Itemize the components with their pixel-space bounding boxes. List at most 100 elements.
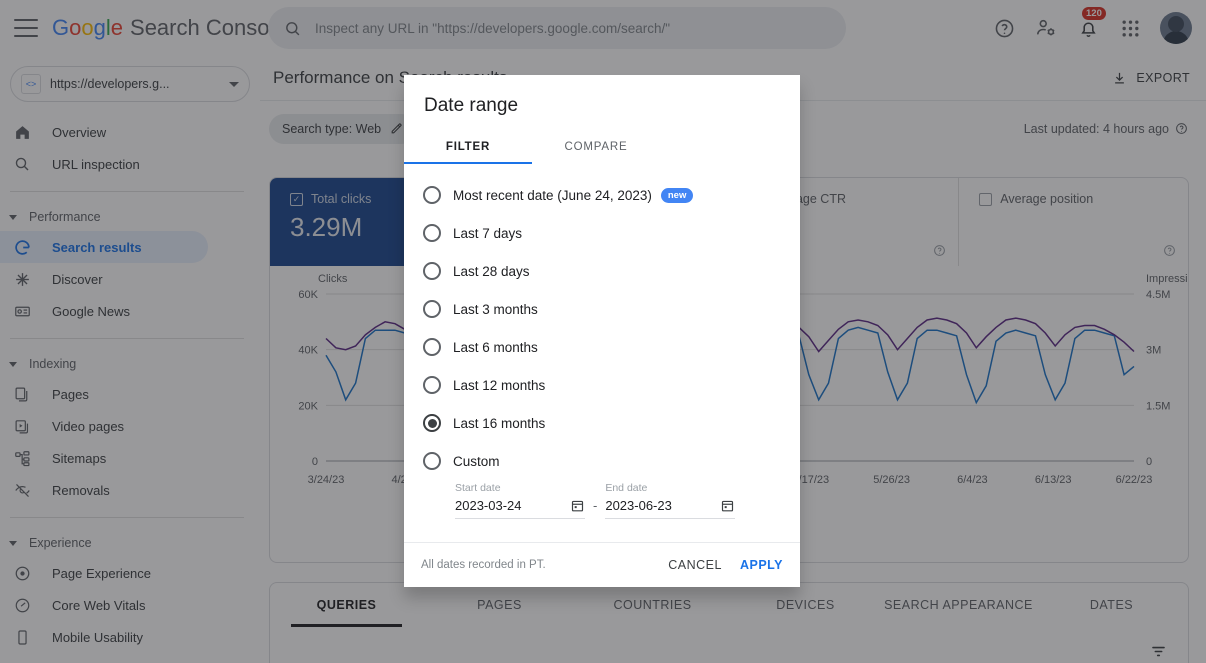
sidebar-item-discover[interactable]: Discover [0, 263, 208, 295]
start-date-field[interactable]: Start date 2023-03-24 [455, 482, 585, 519]
date-option-label: Last 16 months [453, 415, 546, 431]
calendar-icon[interactable] [570, 498, 585, 513]
radio-icon[interactable] [423, 224, 441, 242]
sidebar-item-label: HTTPS [52, 662, 95, 663]
date-option-label: Last 3 months [453, 301, 538, 317]
calendar-icon[interactable] [720, 498, 735, 513]
pencil-icon [390, 122, 403, 135]
dialog-footer: All dates recorded in PT. CANCEL APPLY [404, 542, 800, 587]
property-selector[interactable]: <> https://developers.g... [10, 66, 250, 102]
date-option-last-12-months[interactable]: Last 12 months [404, 366, 800, 404]
metric-label-row: ✓ Total clicks [290, 192, 499, 206]
end-date-field[interactable]: End date 2023-06-23 [605, 482, 736, 519]
search-type-chip[interactable]: Search type: Web [269, 113, 417, 144]
sidebar-item-removals[interactable]: Removals [0, 474, 208, 506]
date-option-label: Most recent date (June 24, 2023) [453, 187, 652, 203]
google-news-icon [12, 301, 32, 321]
download-icon [1112, 71, 1127, 86]
sidebar-group-indexing[interactable]: Indexing [0, 350, 260, 378]
help-circle-icon[interactable] [1163, 244, 1176, 257]
tab-countries[interactable]: COUNTRIES [576, 583, 729, 627]
sidebar-item-label: Pages [52, 386, 89, 402]
table-toolbar [269, 627, 1189, 663]
radio-icon[interactable] [423, 452, 441, 470]
dialog-tab-compare[interactable]: COMPARE [532, 129, 660, 164]
sidebar-divider [10, 338, 244, 339]
url-inspection-search-box[interactable]: Inspect any URL in "https://developers.g… [268, 7, 846, 49]
sidebar-item-label: URL inspection [52, 156, 140, 172]
sidebar-item-pages[interactable]: Pages [0, 378, 208, 410]
sidebar-item-search-results[interactable]: Search results [0, 231, 208, 263]
export-button[interactable]: EXPORT [1112, 71, 1190, 86]
svg-text:Clicks: Clicks [318, 273, 348, 285]
property-code-icon: <> [21, 74, 41, 94]
help-circle-icon[interactable] [933, 244, 946, 257]
radio-icon[interactable] [423, 300, 441, 318]
sidebar-item-label: Search results [52, 239, 142, 255]
removals-eye-off-icon [12, 480, 32, 500]
dialog-header: Date range FILTER COMPARE [404, 75, 800, 164]
svg-text:3M: 3M [1146, 345, 1161, 357]
sidebar: <> https://developers.g... Overview URL … [0, 56, 260, 663]
apply-button[interactable]: APPLY [739, 558, 783, 572]
logo-letter: G [52, 15, 70, 40]
sidebar-item-page-experience[interactable]: Page Experience [0, 557, 208, 589]
date-option-last-16-months[interactable]: Last 16 months [404, 404, 800, 442]
radio-icon[interactable] [423, 338, 441, 356]
tab-queries[interactable]: QUERIES [270, 583, 423, 627]
checkbox-icon[interactable] [979, 192, 993, 206]
sidebar-item-mobile-usability[interactable]: Mobile Usability [0, 621, 208, 653]
new-badge: new [660, 187, 694, 203]
end-date-label: End date [605, 482, 648, 494]
help-icon[interactable] [992, 16, 1016, 40]
date-option-most-recent[interactable]: Most recent date (June 24, 2023) new [404, 176, 800, 214]
custom-date-range-row: Start date 2023-03-24 - End date 2023-06… [404, 482, 800, 519]
metric-average-position[interactable]: Average position [959, 178, 1188, 266]
sidebar-item-google-news[interactable]: Google News [0, 295, 208, 327]
sidebar-item-overview[interactable]: Overview [0, 116, 208, 148]
sidebar-item-url-inspection[interactable]: URL inspection [0, 148, 208, 180]
radio-icon[interactable] [423, 186, 441, 204]
sidebar-item-core-web-vitals[interactable]: Core Web Vitals [0, 589, 208, 621]
radio-icon-selected[interactable] [423, 414, 441, 432]
date-option-last-7-days[interactable]: Last 7 days [404, 214, 800, 252]
svg-text:6/22/23: 6/22/23 [1116, 474, 1153, 486]
start-date-input[interactable]: 2023-03-24 [455, 498, 585, 519]
radio-icon[interactable] [423, 376, 441, 394]
logo-letter: e [110, 15, 124, 40]
tab-dates[interactable]: DATES [1035, 583, 1188, 627]
filter-list-icon[interactable] [1149, 642, 1168, 661]
date-option-custom[interactable]: Custom [404, 442, 800, 480]
user-avatar[interactable] [1160, 12, 1192, 44]
search-icon [284, 20, 301, 37]
help-circle-icon[interactable] [1175, 122, 1188, 135]
top-bar-icons: 120 [992, 0, 1192, 56]
end-date-input[interactable]: 2023-06-23 [605, 498, 736, 519]
tab-devices[interactable]: DEVICES [729, 583, 882, 627]
svg-text:0: 0 [1146, 456, 1152, 468]
dialog-tab-filter[interactable]: FILTER [404, 129, 532, 164]
date-option-label: Last 28 days [453, 263, 530, 279]
apps-grid-icon[interactable] [1118, 16, 1142, 40]
radio-icon[interactable] [423, 262, 441, 280]
date-option-label: Custom [453, 453, 500, 469]
date-option-last-3-months[interactable]: Last 3 months [404, 290, 800, 328]
tab-search-appearance[interactable]: SEARCH APPEARANCE [882, 583, 1035, 627]
sidebar-item-https[interactable]: HTTPS [0, 653, 208, 663]
date-option-last-28-days[interactable]: Last 28 days [404, 252, 800, 290]
sidebar-group-experience[interactable]: Experience [0, 529, 260, 557]
sidebar-group-performance[interactable]: Performance [0, 203, 260, 231]
date-option-last-6-months[interactable]: Last 6 months [404, 328, 800, 366]
tab-pages[interactable]: PAGES [423, 583, 576, 627]
account-settings-icon[interactable] [1034, 16, 1058, 40]
hamburger-menu-icon[interactable] [14, 19, 38, 37]
notifications-bell-icon[interactable]: 120 [1076, 7, 1106, 40]
sidebar-divider [10, 191, 244, 192]
sidebar-item-sitemaps[interactable]: Sitemaps [0, 442, 208, 474]
cancel-button[interactable]: CANCEL [668, 558, 722, 572]
checkbox-checked-icon[interactable]: ✓ [290, 192, 303, 206]
sidebar-item-video-pages[interactable]: Video pages [0, 410, 208, 442]
dialog-title: Date range [424, 95, 519, 116]
